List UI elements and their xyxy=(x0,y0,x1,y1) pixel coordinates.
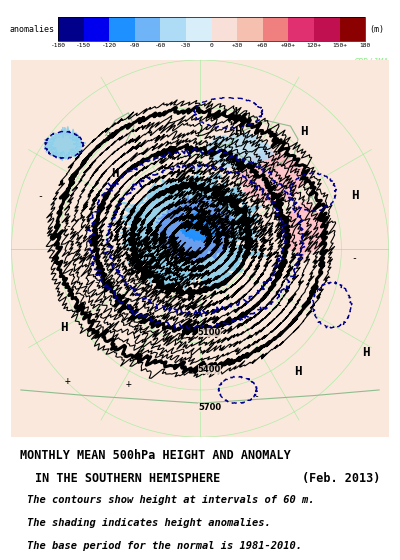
Bar xyxy=(58,17,365,40)
Text: -: - xyxy=(193,130,199,141)
Bar xyxy=(135,17,160,40)
Bar xyxy=(340,17,365,40)
Text: H: H xyxy=(112,167,119,180)
Text: +30: +30 xyxy=(232,43,243,48)
Bar xyxy=(160,17,186,40)
Text: H: H xyxy=(362,346,370,359)
Text: -180: -180 xyxy=(50,43,66,48)
Bar xyxy=(314,17,340,40)
Text: -60: -60 xyxy=(155,43,166,48)
Text: -150: -150 xyxy=(76,43,91,48)
Text: 5400: 5400 xyxy=(198,366,221,375)
Text: -: - xyxy=(93,278,99,287)
Text: (Feb. 2013): (Feb. 2013) xyxy=(302,472,380,486)
Bar xyxy=(212,17,237,40)
Bar xyxy=(288,17,314,40)
Text: -: - xyxy=(220,323,226,333)
Text: -90: -90 xyxy=(129,43,140,48)
Text: +90+: +90+ xyxy=(281,43,296,48)
Text: H: H xyxy=(300,125,308,138)
Text: -: - xyxy=(122,304,128,314)
Text: The shading indicates height anomalies.: The shading indicates height anomalies. xyxy=(27,519,271,529)
Text: -: - xyxy=(295,165,301,174)
Text: +: + xyxy=(106,130,112,141)
Text: -: - xyxy=(276,300,282,310)
Text: 0: 0 xyxy=(210,43,213,48)
Text: H: H xyxy=(60,321,68,334)
Text: CPD/JMA: CPD/JMA xyxy=(353,57,388,66)
Text: H: H xyxy=(234,125,242,138)
Polygon shape xyxy=(279,201,330,262)
Text: L: L xyxy=(174,261,181,274)
Polygon shape xyxy=(180,210,220,241)
Text: -: - xyxy=(325,272,331,282)
Text: -: - xyxy=(254,391,260,400)
Text: -: - xyxy=(37,191,43,201)
Text: L: L xyxy=(234,106,242,119)
Bar xyxy=(237,17,263,40)
Polygon shape xyxy=(114,164,268,292)
Text: IN THE SOUTHERN HEMISPHERE: IN THE SOUTHERN HEMISPHERE xyxy=(35,472,220,486)
Text: anomalies: anomalies xyxy=(9,25,54,34)
Text: +: + xyxy=(65,376,71,385)
Bar xyxy=(58,17,84,40)
Text: The base period for the normal is 1981-2010.: The base period for the normal is 1981-2… xyxy=(27,542,302,552)
Text: The contours show height at intervals of 60 m.: The contours show height at intervals of… xyxy=(27,496,315,506)
Text: H: H xyxy=(294,365,302,377)
Bar xyxy=(109,17,135,40)
Text: 120+: 120+ xyxy=(306,43,322,48)
Text: 150+: 150+ xyxy=(332,43,347,48)
Text: +: + xyxy=(126,379,131,389)
Polygon shape xyxy=(44,127,86,161)
Text: L: L xyxy=(200,204,208,217)
Text: -120: -120 xyxy=(102,43,117,48)
Text: -: - xyxy=(169,150,175,160)
Bar xyxy=(186,17,212,40)
Polygon shape xyxy=(155,195,236,262)
Polygon shape xyxy=(202,131,273,170)
Text: 5100: 5100 xyxy=(198,328,221,337)
Text: 180: 180 xyxy=(360,43,371,48)
Polygon shape xyxy=(154,255,189,286)
Polygon shape xyxy=(228,146,312,208)
Text: +60: +60 xyxy=(257,43,268,48)
Text: -30: -30 xyxy=(180,43,192,48)
Text: -: - xyxy=(65,221,71,231)
Text: 5700: 5700 xyxy=(198,403,221,412)
Bar xyxy=(263,17,288,40)
Text: H: H xyxy=(351,189,358,202)
Bar xyxy=(84,17,109,40)
Text: -: - xyxy=(352,253,358,263)
Text: MONTHLY MEAN 500hPa HEIGHT AND ANOMALY: MONTHLY MEAN 500hPa HEIGHT AND ANOMALY xyxy=(20,449,290,463)
Text: (m): (m) xyxy=(369,25,384,34)
